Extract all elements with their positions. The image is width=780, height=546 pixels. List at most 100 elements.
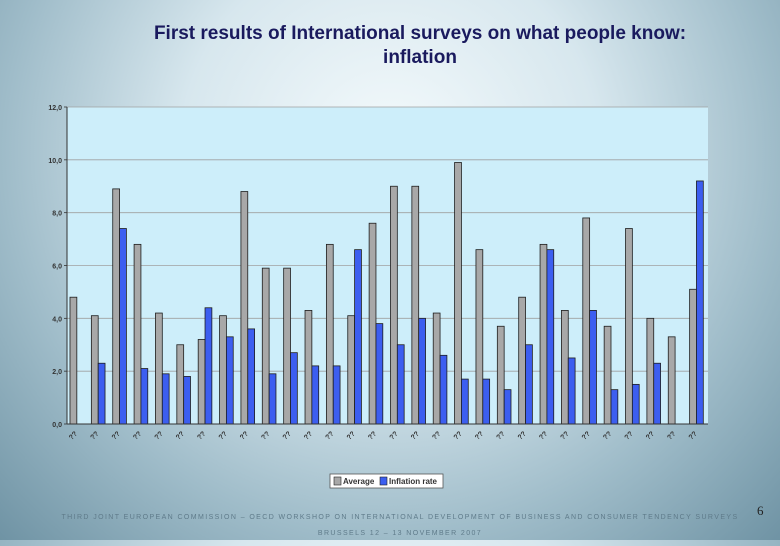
x-tick-label: ??: [495, 430, 506, 441]
y-tick-label: 6,0: [52, 264, 62, 271]
x-tick-label: ??: [367, 430, 378, 441]
bar-average: [112, 188, 120, 425]
bar-inflation-rate: [396, 344, 405, 425]
bar-inflation-rate: [204, 307, 213, 425]
x-tick-label: ??: [175, 430, 186, 441]
slide-title: First results of International surveys o…: [60, 22, 780, 70]
bar-average: [368, 222, 377, 425]
bar-inflation-rate: [589, 310, 597, 425]
bar-average: [518, 296, 526, 425]
bar-average: [240, 191, 249, 425]
bar-average: [561, 310, 569, 425]
title-line-1: First results of International surveys o…: [153, 23, 687, 44]
x-tick-label: ??: [324, 430, 335, 441]
x-tick-label: ??: [666, 430, 677, 441]
footer-line-1: THIRD JOINT EUROPEAN COMMISSION – OECD W…: [61, 514, 739, 521]
bar-average: [454, 162, 462, 425]
x-tick-label: ??: [260, 430, 271, 441]
bar-inflation-rate: [140, 368, 149, 425]
legend: Average Inflation rate: [329, 473, 444, 489]
bar-average: [432, 312, 441, 425]
bar-inflation-rate: [97, 362, 106, 425]
bar-inflation-rate: [247, 328, 255, 425]
x-tick-label: ??: [282, 430, 293, 441]
bar-average: [603, 325, 612, 425]
bar-average: [304, 310, 313, 425]
x-tick-label: ??: [517, 430, 528, 441]
legend-label-inflation-rate: Inflation rate: [389, 477, 438, 486]
x-tick-label: ??: [688, 430, 699, 441]
x-tick-label: ??: [68, 430, 79, 441]
x-tick-label: ??: [132, 430, 143, 441]
x-tick-label: ??: [474, 430, 485, 441]
bar-inflation-rate: [696, 180, 704, 425]
bar-inflation-rate: [161, 373, 170, 425]
bar-average: [646, 317, 655, 425]
footer: THIRD JOINT EUROPEAN COMMISSION – OECD W…: [60, 514, 740, 546]
bar-average: [390, 185, 398, 425]
x-tick-label: ??: [346, 430, 357, 441]
bar-inflation-rate: [653, 362, 661, 425]
x-tick-label: ??: [111, 430, 122, 441]
x-tick-label: ??: [431, 430, 442, 441]
y-tick-label: 0,0: [52, 422, 62, 429]
bar-average: [133, 243, 142, 425]
y-tick-label: 4,0: [52, 316, 62, 323]
y-axis-ticks: 0,0 2,0 4,0 6,0 8,0 10,0 12,0: [48, 105, 67, 429]
x-tick-label: ??: [581, 430, 592, 441]
bar-inflation-rate: [567, 357, 576, 425]
bar-inflation-rate: [290, 352, 298, 425]
x-tick-label: ??: [645, 430, 656, 441]
bar-average: [539, 243, 548, 425]
x-tick-label: ??: [602, 430, 613, 441]
bar-average: [155, 312, 163, 425]
bar-average: [496, 325, 505, 425]
gridlines: [67, 106, 708, 372]
bar-inflation-rate: [354, 249, 362, 425]
x-tick-label: ??: [89, 430, 100, 441]
bar-average: [261, 267, 270, 425]
footer-line-2: BRUSSELS 12 – 13 NOVEMBER 2007: [317, 530, 483, 537]
bars: [69, 162, 704, 425]
bar-inflation-rate: [439, 354, 448, 425]
bar-inflation-rate: [311, 365, 320, 425]
y-tick-label: 10,0: [48, 158, 62, 165]
bar-inflation-rate: [461, 378, 469, 425]
bar-inflation-rate: [332, 365, 341, 425]
bar-inflation-rate: [225, 336, 234, 425]
bar-inflation-rate: [183, 376, 191, 425]
bar-average: [625, 228, 633, 425]
bar-average: [689, 288, 697, 425]
bar-inflation-rate: [503, 389, 512, 425]
x-tick-label: ??: [624, 430, 635, 441]
legend-swatch-average: [333, 476, 342, 486]
x-tick-label: ??: [196, 430, 207, 441]
bar-inflation-rate: [268, 373, 277, 425]
title-line-2: inflation: [383, 47, 457, 68]
legend-label-average: Average: [343, 477, 375, 486]
bar-inflation-rate: [631, 383, 640, 425]
bar-inflation-rate: [482, 378, 491, 425]
x-tick-label: ??: [303, 430, 314, 441]
bar-average: [197, 339, 206, 425]
y-tick-label: 2,0: [52, 369, 62, 376]
bar-average: [176, 344, 185, 425]
slide-number: 6: [757, 503, 764, 518]
bar-inflation-rate: [418, 317, 426, 425]
x-tick-label: ??: [538, 430, 549, 441]
x-tick-label: ??: [560, 430, 571, 441]
bar-average: [667, 336, 676, 425]
bar-average: [69, 296, 78, 425]
bar-inflation-rate: [546, 249, 555, 425]
x-tick-label: ??: [453, 430, 464, 441]
bar-average: [475, 249, 484, 425]
x-tick-label: ??: [389, 430, 400, 441]
x-tick-label: ??: [410, 430, 421, 441]
x-tick-label: ??: [218, 430, 229, 441]
bar-inflation-rate: [375, 323, 384, 425]
x-axis-ticks: ????????????????????????????????????????…: [68, 430, 699, 441]
x-tick-label: ??: [239, 430, 250, 441]
y-tick-label: 8,0: [52, 211, 62, 218]
bar-average: [411, 185, 420, 425]
bar-inflation-rate: [525, 344, 533, 425]
